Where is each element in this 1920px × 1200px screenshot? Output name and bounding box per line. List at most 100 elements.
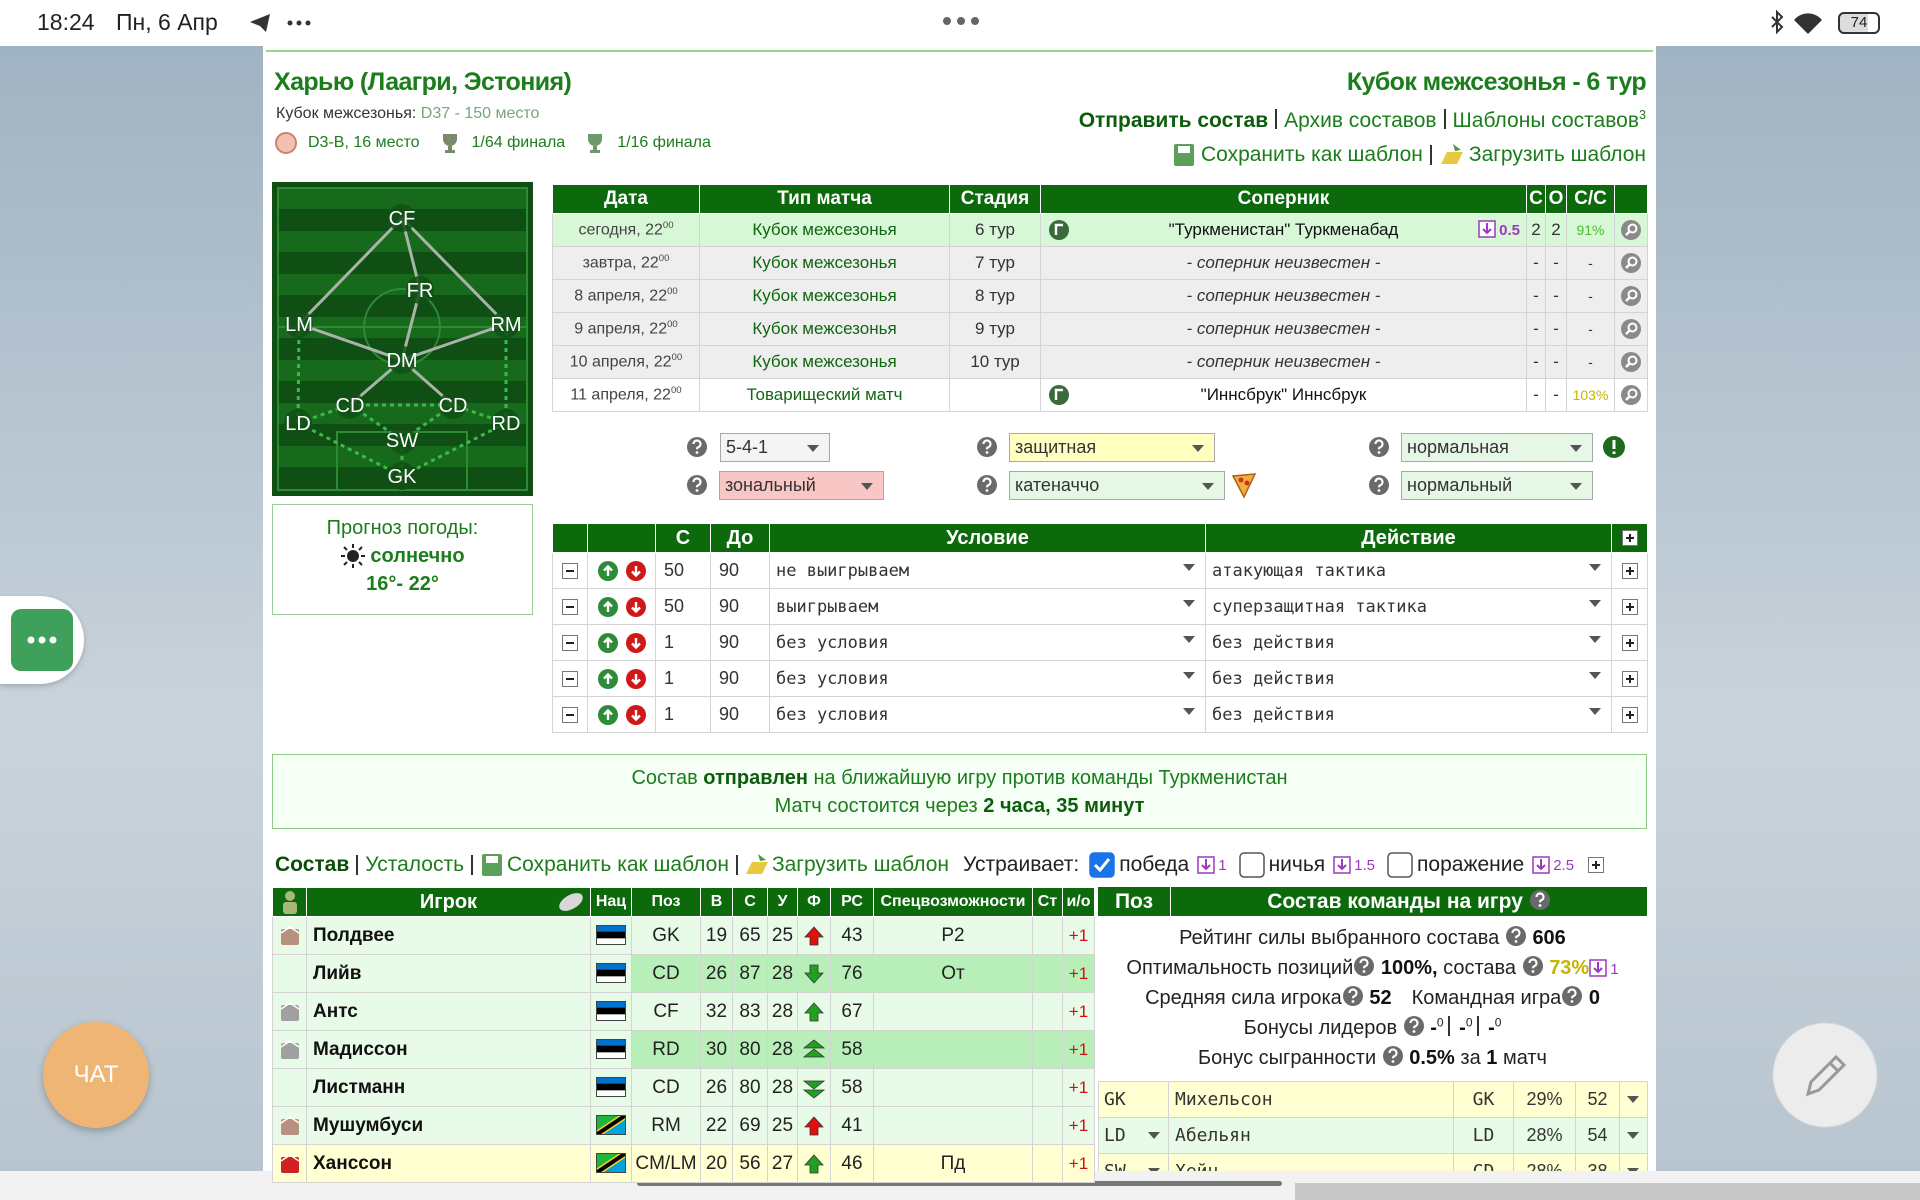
load-template[interactable]: Загрузить шаблон bbox=[1468, 143, 1646, 166]
save-template[interactable]: Сохранить как шаблон bbox=[507, 853, 729, 876]
slot-player[interactable]: Михельсон bbox=[1168, 1081, 1454, 1118]
menu-button[interactable] bbox=[11, 609, 73, 671]
help-icon[interactable] bbox=[1561, 985, 1583, 1007]
cup-round-1[interactable]: 1/64 финала bbox=[471, 134, 566, 151]
help-icon[interactable] bbox=[686, 436, 708, 458]
help-icon[interactable] bbox=[1368, 436, 1390, 458]
minus-button[interactable] bbox=[562, 707, 578, 724]
templates-link[interactable]: Шаблоны составов bbox=[1452, 109, 1639, 132]
move-up[interactable] bbox=[597, 596, 619, 618]
condition-cell[interactable]: без условия bbox=[769, 696, 1206, 733]
help-icon[interactable] bbox=[1403, 1015, 1425, 1037]
slot-player[interactable]: Абельян bbox=[1168, 1117, 1454, 1154]
dropdown[interactable]: нормальный bbox=[1401, 471, 1593, 500]
move-up[interactable] bbox=[597, 560, 619, 582]
player-name[interactable]: Ханссон bbox=[306, 1144, 591, 1183]
tab[interactable]: Состав bbox=[275, 853, 350, 876]
help-icon[interactable] bbox=[1382, 1045, 1404, 1067]
player-name[interactable]: Мадиссон bbox=[306, 1030, 591, 1069]
minus-button[interactable] bbox=[562, 563, 578, 580]
dropdown[interactable]: зональный bbox=[719, 471, 884, 500]
move-down[interactable] bbox=[625, 596, 647, 618]
type-cell[interactable]: Кубок межсезонья bbox=[699, 312, 950, 346]
help-icon[interactable] bbox=[686, 474, 708, 496]
help-icon[interactable] bbox=[1368, 474, 1390, 496]
action-cell[interactable]: суперзащитная тактика bbox=[1205, 588, 1612, 625]
move-up[interactable] bbox=[597, 632, 619, 654]
slot-menu[interactable] bbox=[1619, 1081, 1648, 1118]
type-cell[interactable]: Кубок межсезонья bbox=[699, 213, 950, 247]
condition-cell[interactable]: выигрываем bbox=[769, 588, 1206, 625]
checkbox[interactable] bbox=[1387, 852, 1413, 878]
formation-pitch[interactable]: CF FR LM RM DM CD CD LD RD SW GK bbox=[272, 182, 533, 496]
move-down[interactable] bbox=[625, 560, 647, 582]
type-cell[interactable]: Кубок межсезонья bbox=[699, 279, 950, 313]
type-cell[interactable]: Кубок межсезонья bbox=[699, 345, 950, 379]
help-icon[interactable] bbox=[976, 474, 998, 496]
details-button[interactable] bbox=[1620, 219, 1642, 241]
player-name[interactable]: Мушумбуси bbox=[306, 1106, 591, 1145]
action-cell[interactable]: без действия bbox=[1205, 696, 1612, 733]
type-cell[interactable]: Кубок межсезонья bbox=[699, 246, 950, 280]
player-name[interactable]: Полдвее bbox=[306, 916, 591, 955]
action-cell[interactable]: без действия bbox=[1205, 660, 1612, 697]
help-icon[interactable] bbox=[1505, 925, 1527, 947]
action-cell[interactable]: без действия bbox=[1205, 624, 1612, 661]
send-link[interactable]: Отправить состав bbox=[1078, 109, 1269, 132]
league-place[interactable]: D3-B, 16 место bbox=[308, 134, 420, 151]
player-name[interactable]: Листманн bbox=[306, 1068, 591, 1107]
type-cell[interactable]: Товарищеский матч bbox=[699, 378, 950, 412]
minus-button[interactable] bbox=[562, 635, 578, 652]
help-icon[interactable] bbox=[976, 436, 998, 458]
details-button[interactable] bbox=[1620, 351, 1642, 373]
checkbox[interactable] bbox=[1089, 852, 1115, 878]
move-down[interactable] bbox=[625, 632, 647, 654]
dropdown[interactable]: нормальная bbox=[1401, 433, 1593, 462]
team-name[interactable]: Харью (Лаагри, Эстония) bbox=[274, 68, 572, 96]
more-dots[interactable] bbox=[940, 14, 982, 28]
details-button[interactable] bbox=[1620, 252, 1642, 274]
move-down[interactable] bbox=[625, 704, 647, 726]
player-name[interactable]: Антс bbox=[306, 992, 591, 1031]
plus-button[interactable] bbox=[1621, 563, 1638, 580]
help-icon[interactable] bbox=[1342, 985, 1364, 1007]
details-button[interactable] bbox=[1620, 285, 1642, 307]
plus-button[interactable] bbox=[1588, 857, 1605, 873]
style-icon[interactable] bbox=[1230, 471, 1258, 499]
edit-button[interactable] bbox=[1772, 1022, 1878, 1128]
tab[interactable]: Усталость bbox=[365, 853, 465, 876]
help-icon[interactable] bbox=[1353, 955, 1375, 977]
details-button[interactable] bbox=[1620, 318, 1642, 340]
opponent[interactable]: "Иннсбрук" Иннсбрук bbox=[1200, 385, 1367, 404]
slot[interactable]: LD bbox=[1098, 1117, 1169, 1154]
move-up[interactable] bbox=[597, 668, 619, 690]
boot-icon[interactable] bbox=[556, 891, 586, 913]
move-up[interactable] bbox=[597, 704, 619, 726]
player-name[interactable]: Лийв bbox=[306, 954, 591, 993]
checkbox[interactable] bbox=[1238, 852, 1265, 878]
help-icon[interactable] bbox=[1522, 955, 1544, 977]
dropdown[interactable]: 5-4-1 bbox=[720, 433, 830, 462]
condition-cell[interactable]: без условия bbox=[769, 624, 1206, 661]
plus-button[interactable] bbox=[1621, 707, 1638, 724]
plus-button[interactable] bbox=[1621, 635, 1638, 652]
save-template[interactable]: Сохранить как шаблон bbox=[1200, 143, 1423, 166]
plus-button[interactable] bbox=[1621, 599, 1638, 616]
load-template[interactable]: Загрузить шаблон bbox=[771, 853, 950, 876]
chat-button[interactable]: ЧАТ bbox=[43, 1022, 149, 1128]
condition-cell[interactable]: без условия bbox=[769, 660, 1206, 697]
opponent[interactable]: "Туркменистан" Туркменабад bbox=[1168, 220, 1399, 239]
dropdown[interactable]: катеначчо bbox=[1009, 471, 1225, 500]
cup-rank[interactable]: D37 - 150 место bbox=[420, 105, 540, 122]
archive-link[interactable]: Архив составов bbox=[1284, 109, 1437, 132]
action-cell[interactable]: атакующая тактика bbox=[1205, 552, 1612, 589]
plus-button[interactable] bbox=[1621, 671, 1638, 688]
slot-menu[interactable] bbox=[1619, 1117, 1648, 1154]
condition-cell[interactable]: не выигрываем bbox=[769, 552, 1206, 589]
details-button[interactable] bbox=[1620, 384, 1642, 406]
move-down[interactable] bbox=[625, 668, 647, 690]
minus-button[interactable] bbox=[562, 671, 578, 688]
dropdown[interactable]: защитная bbox=[1009, 433, 1215, 462]
cup-round-2[interactable]: 1/16 финала bbox=[617, 134, 711, 151]
minus-button[interactable] bbox=[562, 599, 578, 616]
